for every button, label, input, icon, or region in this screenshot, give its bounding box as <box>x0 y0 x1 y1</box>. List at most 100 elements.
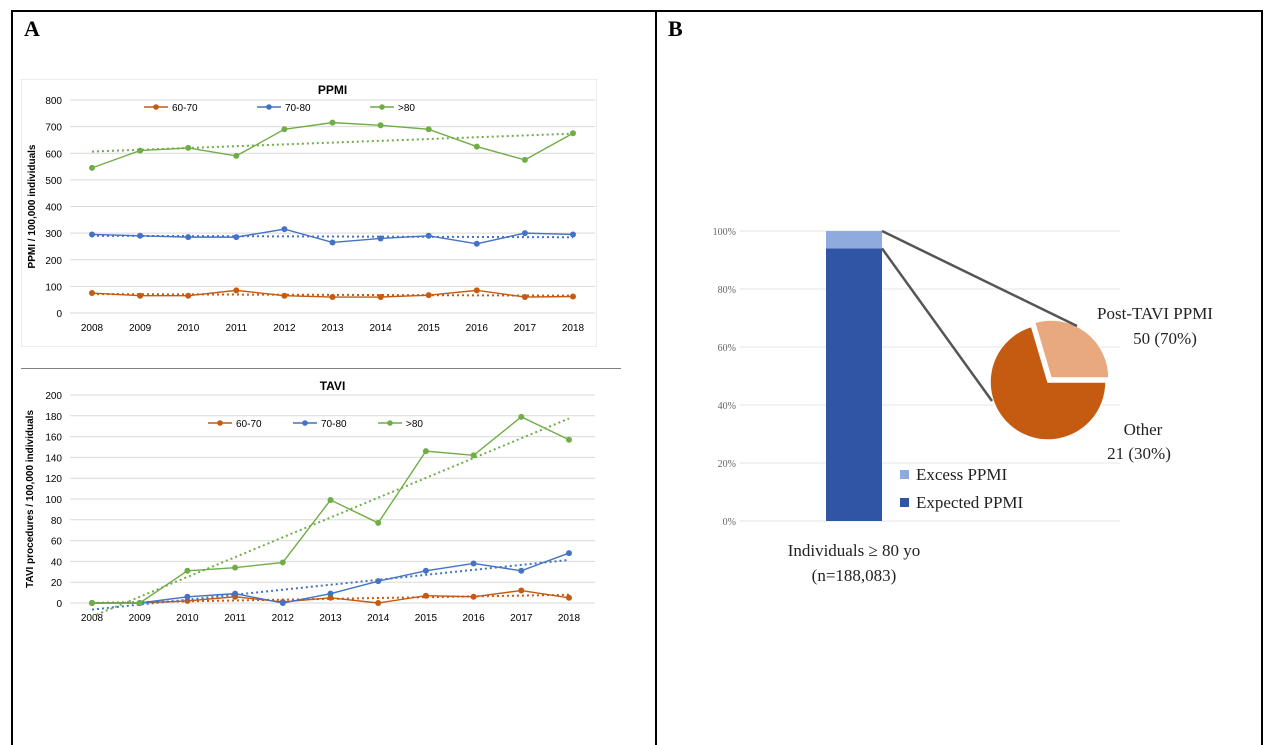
ppmi-data-point <box>425 126 432 133</box>
tavi-data-point <box>422 592 429 599</box>
tavi-data-point <box>232 564 239 571</box>
tavi-ytick-label: 200 <box>45 391 62 402</box>
tavi-line-chart: 0 20 40 60 80 100 120 140 160 180 200 2008 2009 2010 2… <box>21 368 621 624</box>
ppmi-ytick-label: 200 <box>45 256 62 267</box>
tavi-ylabel: TAVI procedures / 100,000 individuals <box>25 410 36 588</box>
ppmi-xtick-label: 2008 <box>81 323 104 334</box>
tavi-xtick-label: 2018 <box>558 613 581 624</box>
tavi-data-point <box>422 448 429 455</box>
ppmi-data-point <box>473 143 480 150</box>
bar-ytick-label: 60% <box>718 343 736 354</box>
tavi-data-point <box>566 436 572 443</box>
ppmi-legend-marker <box>266 104 272 110</box>
ppmi-ytick-label: 800 <box>45 96 62 107</box>
tavi-title: TAVI <box>320 379 346 393</box>
ppmi-data-point <box>377 122 384 129</box>
tavi-data-point <box>184 597 191 604</box>
tavi-ytick-label: 100 <box>45 495 62 506</box>
bar-ytick-label: 0% <box>723 517 736 528</box>
tavi-xtick-label: 2014 <box>367 613 390 624</box>
ppmi-data-point <box>137 232 144 239</box>
tavi-data-point <box>327 594 334 601</box>
ppmi-data-point <box>329 294 336 301</box>
bar-legend-swatch <box>900 470 909 479</box>
ppmi-data-point <box>425 232 432 239</box>
ppmi-data-point <box>137 147 144 154</box>
tavi-data-point <box>375 519 382 526</box>
tavi-data-point <box>375 600 382 606</box>
tavi-legend-marker <box>217 420 223 426</box>
tavi-legend-marker <box>302 420 308 426</box>
bar-ytick-label: 80% <box>718 285 736 296</box>
pie-value-other: 21 (30%) <box>1107 444 1171 463</box>
ppmi-data-point <box>185 144 192 151</box>
ppmi-data-point <box>570 231 576 238</box>
ppmi-ylabel: PPMI / 100,000 individuals <box>27 144 38 268</box>
bar-category-note: (n=188,083) <box>812 566 897 585</box>
tavi-xtick-label: 2009 <box>129 613 152 624</box>
tavi-data-point <box>327 590 334 597</box>
ppmi-data-point <box>137 292 144 299</box>
ppmi-data-point <box>233 234 240 241</box>
tavi-ytick-label: 140 <box>45 453 62 464</box>
ppmi-data-point <box>233 152 240 159</box>
ppmi-data-point <box>281 226 288 233</box>
tavi-ytick-label: 120 <box>45 474 62 485</box>
tavi-data-point <box>375 578 382 585</box>
tavi-xtick-label: 2016 <box>462 613 485 624</box>
ppmi-xtick-label: 2009 <box>129 323 152 334</box>
ppmi-legend-label: >80 <box>398 103 415 114</box>
bar-ytick-label: 40% <box>718 401 736 412</box>
ppmi-data-point <box>521 294 528 301</box>
tavi-ytick-label: 160 <box>45 433 62 444</box>
pie-connector-line <box>881 229 1078 328</box>
tavi-xtick-label: 2011 <box>224 613 246 624</box>
ppmi-data-point <box>89 164 95 171</box>
tavi-data-point <box>566 550 572 557</box>
ppmi-data-point <box>521 156 528 163</box>
ppmi-data-point <box>425 292 432 299</box>
ppmi-xtick-label: 2012 <box>273 323 296 334</box>
ppmi-xtick-label: 2018 <box>562 323 585 334</box>
ppmi-data-point <box>473 287 480 294</box>
panel-b-label: B <box>668 16 683 41</box>
ppmi-data-point <box>281 292 288 299</box>
pie-value-post-tavi: 50 (70%) <box>1133 329 1197 348</box>
ppmi-legend-label: 70-80 <box>285 103 311 114</box>
ppmi-xtick-label: 2017 <box>514 323 537 334</box>
tavi-data-point <box>279 559 286 566</box>
ppmi-data-point <box>570 130 576 137</box>
tavi-data-point <box>566 594 572 601</box>
tavi-xtick-label: 2008 <box>81 613 104 624</box>
tavi-data-point <box>279 600 286 606</box>
tavi-legend-marker <box>387 420 393 426</box>
ppmi-data-point <box>329 239 336 246</box>
ppmi-xtick-label: 2010 <box>177 323 200 334</box>
tavi-ytick-label: 180 <box>45 412 62 423</box>
ppmi-ytick-label: 400 <box>45 203 62 214</box>
ppmi-data-point <box>185 292 192 299</box>
bar-legend-swatch <box>900 498 909 507</box>
pie-slice <box>989 325 1107 441</box>
tavi-ytick-label: 80 <box>51 516 63 527</box>
pie-label-other: Other <box>1124 420 1163 439</box>
ppmi-ytick-label: 0 <box>56 309 62 320</box>
bar-ytick-label: 20% <box>718 459 736 470</box>
panel-divider <box>655 10 657 745</box>
ppmi-chart-frame <box>21 79 597 347</box>
tavi-series-line <box>92 416 570 604</box>
ppmi-data-point <box>570 293 576 300</box>
tavi-legend-label: 60-70 <box>236 419 262 430</box>
tavi-legend-label: 70-80 <box>321 419 347 430</box>
ppmi-xtick-label: 2013 <box>321 323 344 334</box>
ppmi-legend-marker <box>379 104 385 110</box>
ppmi-ytick-label: 100 <box>45 282 62 293</box>
ppmi-stacked-bar-chart: 0% 20% 40% 60% 80% 100% Individuals ≥ 80 yo (n=… <box>713 227 1214 585</box>
tavi-xtick-label: 2013 <box>319 613 342 624</box>
panel-a-label: A <box>24 16 40 41</box>
stacked-bar-segment <box>826 248 882 521</box>
ppmi-data-point <box>281 126 288 133</box>
tavi-ytick-label: 0 <box>56 599 62 610</box>
tavi-data-point <box>232 590 239 597</box>
figure-frame <box>11 10 1263 745</box>
